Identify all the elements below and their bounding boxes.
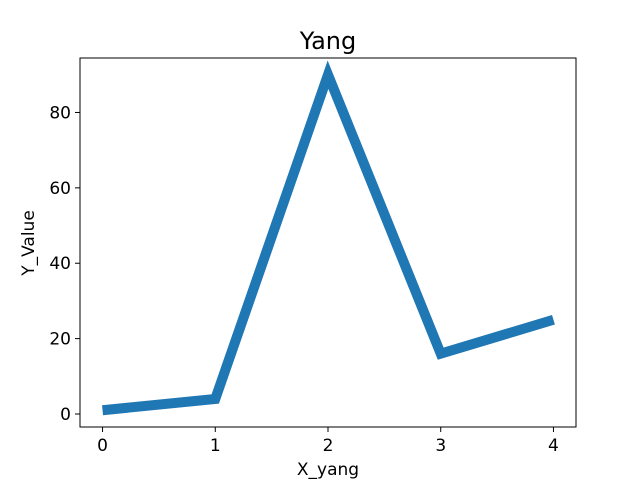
x-tick-label: 1 [210,436,221,456]
series-line-0 [102,60,555,416]
y-tick-label: 60 [49,179,71,199]
y-axis-label: Y_Value [19,210,39,277]
x-tick-label: 2 [323,436,334,456]
x-tick-label: 3 [435,436,446,456]
y-axis-ticks: 0 20 40 60 80 [49,103,80,425]
chart-title: Yang [299,27,357,55]
y-tick-label: 80 [49,103,71,123]
y-tick-label: 40 [49,254,71,274]
x-axis-label: X_yang [297,460,359,480]
x-axis-ticks: 0 1 2 3 4 [97,427,559,456]
y-tick-label: 20 [49,330,71,350]
x-tick-label: 4 [548,436,559,456]
x-tick-label: 0 [97,436,108,456]
y-tick-label: 0 [60,405,71,425]
